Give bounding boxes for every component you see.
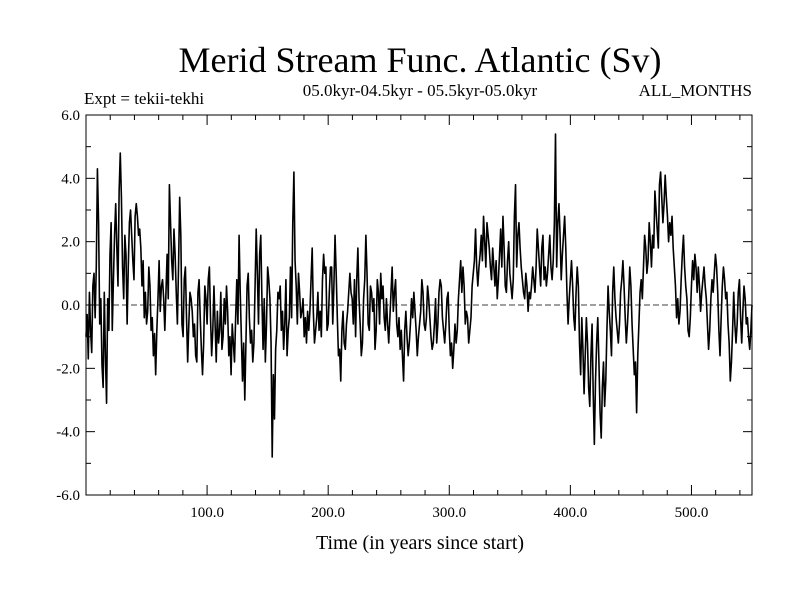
subtitle-center: 05.0kyr-04.5kyr - 05.5kyr-05.0kyr: [303, 81, 538, 100]
x-tick-label: 400.0: [553, 505, 587, 521]
axes: -6.0 -4.0 -2.0 0.0 2.0 4.0 6.0 100.0 200.0 300.0 4…: [56, 108, 752, 521]
y-tick-label: -6.0: [56, 488, 80, 504]
x-tick-label: 300.0: [432, 505, 466, 521]
y-tick-label: 6.0: [61, 108, 80, 124]
y-tick-label: 2.0: [61, 235, 80, 251]
x-tick-label: 100.0: [190, 505, 224, 521]
x-tick-label: 500.0: [675, 505, 709, 521]
series-layer: [85, 133, 753, 458]
y-tick-label: 0.0: [61, 298, 80, 314]
chart-title: Merid Stream Func. Atlantic (Sv): [179, 40, 662, 80]
series-line-0: [85, 133, 753, 458]
x-axis-label: Time (in years since start): [316, 532, 524, 554]
subtitle-right: ALL_MONTHS: [639, 81, 752, 100]
plot-frame: [85, 114, 753, 496]
x-tick-label: 200.0: [311, 505, 345, 521]
y-tick-label: -4.0: [56, 425, 80, 441]
y-tick-label: -2.0: [56, 361, 80, 377]
subtitle-left: Expt = tekii-tekhi: [84, 89, 204, 108]
y-tick-label: 4.0: [61, 171, 80, 187]
